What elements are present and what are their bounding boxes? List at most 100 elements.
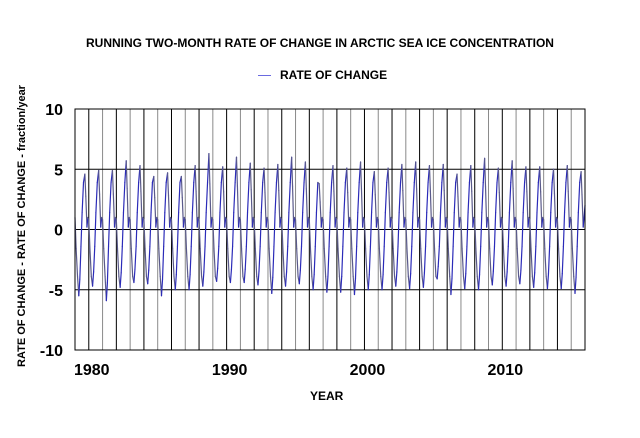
series-segment bbox=[410, 245, 413, 275]
series-segment bbox=[245, 212, 249, 247]
series-segment bbox=[161, 245, 165, 280]
series-segment bbox=[257, 270, 260, 286]
series-segment bbox=[474, 219, 477, 250]
series-segment bbox=[254, 248, 258, 278]
series-segment bbox=[451, 245, 454, 279]
series-segment bbox=[340, 275, 343, 293]
series-segment bbox=[356, 212, 359, 247]
series-segment bbox=[120, 245, 123, 274]
series-segment bbox=[188, 274, 191, 291]
series-segment bbox=[333, 190, 336, 228]
series-segment bbox=[540, 191, 543, 228]
series-segment bbox=[141, 216, 144, 228]
series-segment bbox=[226, 219, 229, 250]
series-segment bbox=[520, 245, 523, 271]
series-segment bbox=[294, 219, 298, 250]
series-segment bbox=[291, 185, 295, 228]
series-segment bbox=[75, 248, 79, 278]
series-segment bbox=[486, 216, 489, 228]
series-segment bbox=[506, 245, 509, 273]
series-segment bbox=[550, 181, 553, 214]
series-segment bbox=[452, 212, 455, 247]
series-segment bbox=[315, 181, 319, 214]
series-segment bbox=[134, 245, 137, 270]
series-segment bbox=[139, 165, 142, 192]
series-segment bbox=[155, 216, 158, 228]
series-segment bbox=[199, 248, 203, 278]
x-tick-label: 1990 bbox=[212, 362, 248, 379]
series-segment bbox=[322, 219, 325, 250]
series-segment bbox=[501, 219, 505, 250]
series-segment bbox=[85, 195, 88, 228]
series-segment bbox=[172, 248, 175, 278]
series-segment bbox=[527, 216, 530, 228]
series-segment bbox=[480, 212, 483, 247]
series-segment bbox=[267, 219, 270, 250]
series-segment bbox=[332, 165, 335, 192]
series-segment bbox=[541, 216, 544, 228]
series-segment bbox=[433, 248, 437, 278]
series-segment bbox=[398, 181, 402, 214]
series-segment bbox=[464, 273, 467, 290]
series-segment bbox=[353, 277, 357, 296]
series-segment bbox=[287, 212, 290, 247]
series-segment bbox=[103, 248, 106, 278]
series-segment bbox=[502, 248, 506, 278]
series-segment bbox=[402, 189, 405, 228]
series-segment bbox=[119, 272, 122, 288]
series-segment bbox=[268, 248, 272, 278]
series-segment bbox=[259, 212, 262, 247]
series-segment bbox=[305, 188, 309, 228]
series-segment bbox=[308, 219, 312, 250]
series-segment bbox=[508, 181, 512, 214]
series-segment bbox=[582, 216, 585, 228]
series-segment bbox=[196, 216, 199, 228]
series-segment bbox=[86, 216, 89, 228]
series-segment bbox=[258, 245, 261, 272]
series-segment bbox=[505, 271, 508, 287]
series-segment bbox=[378, 248, 382, 278]
series-segment bbox=[519, 269, 522, 285]
series-segment bbox=[560, 273, 563, 290]
series-segment bbox=[167, 194, 171, 228]
series-segment bbox=[121, 212, 125, 247]
series-segment bbox=[278, 189, 281, 228]
series-segment bbox=[129, 219, 132, 250]
series-segment bbox=[158, 248, 161, 278]
series-segment bbox=[511, 160, 514, 189]
series-segment bbox=[274, 181, 278, 214]
series-segment bbox=[273, 212, 276, 247]
series-segment bbox=[249, 162, 252, 191]
series-segment bbox=[299, 245, 303, 271]
x-tick-label: 2010 bbox=[488, 362, 524, 379]
series-segment bbox=[535, 212, 538, 247]
series-segment bbox=[497, 167, 500, 194]
plot-frame bbox=[74, 108, 586, 351]
series-segment bbox=[250, 189, 253, 228]
series-segment bbox=[444, 216, 447, 228]
series-segment bbox=[271, 276, 274, 294]
series-segment bbox=[348, 216, 351, 228]
series-segment bbox=[432, 219, 436, 250]
series-segment bbox=[373, 171, 376, 196]
series-segment bbox=[265, 216, 268, 228]
series-segment bbox=[296, 248, 299, 278]
series-segment bbox=[149, 212, 152, 247]
series-segment bbox=[184, 219, 188, 250]
series-segment bbox=[176, 212, 180, 247]
series-segment bbox=[263, 167, 266, 194]
series-segment bbox=[472, 216, 475, 228]
series-segment bbox=[492, 245, 496, 272]
series-segment bbox=[387, 167, 390, 194]
series-segment bbox=[370, 181, 374, 214]
series-segment bbox=[309, 248, 313, 278]
series-segment bbox=[575, 245, 578, 278]
series-segment bbox=[98, 169, 101, 195]
series-segment bbox=[481, 181, 484, 214]
series-segment bbox=[285, 245, 289, 273]
series-segment bbox=[202, 271, 205, 287]
series-segment bbox=[191, 181, 195, 214]
series-segment bbox=[396, 245, 399, 273]
series-segment bbox=[300, 212, 304, 247]
series-segment bbox=[388, 192, 391, 228]
